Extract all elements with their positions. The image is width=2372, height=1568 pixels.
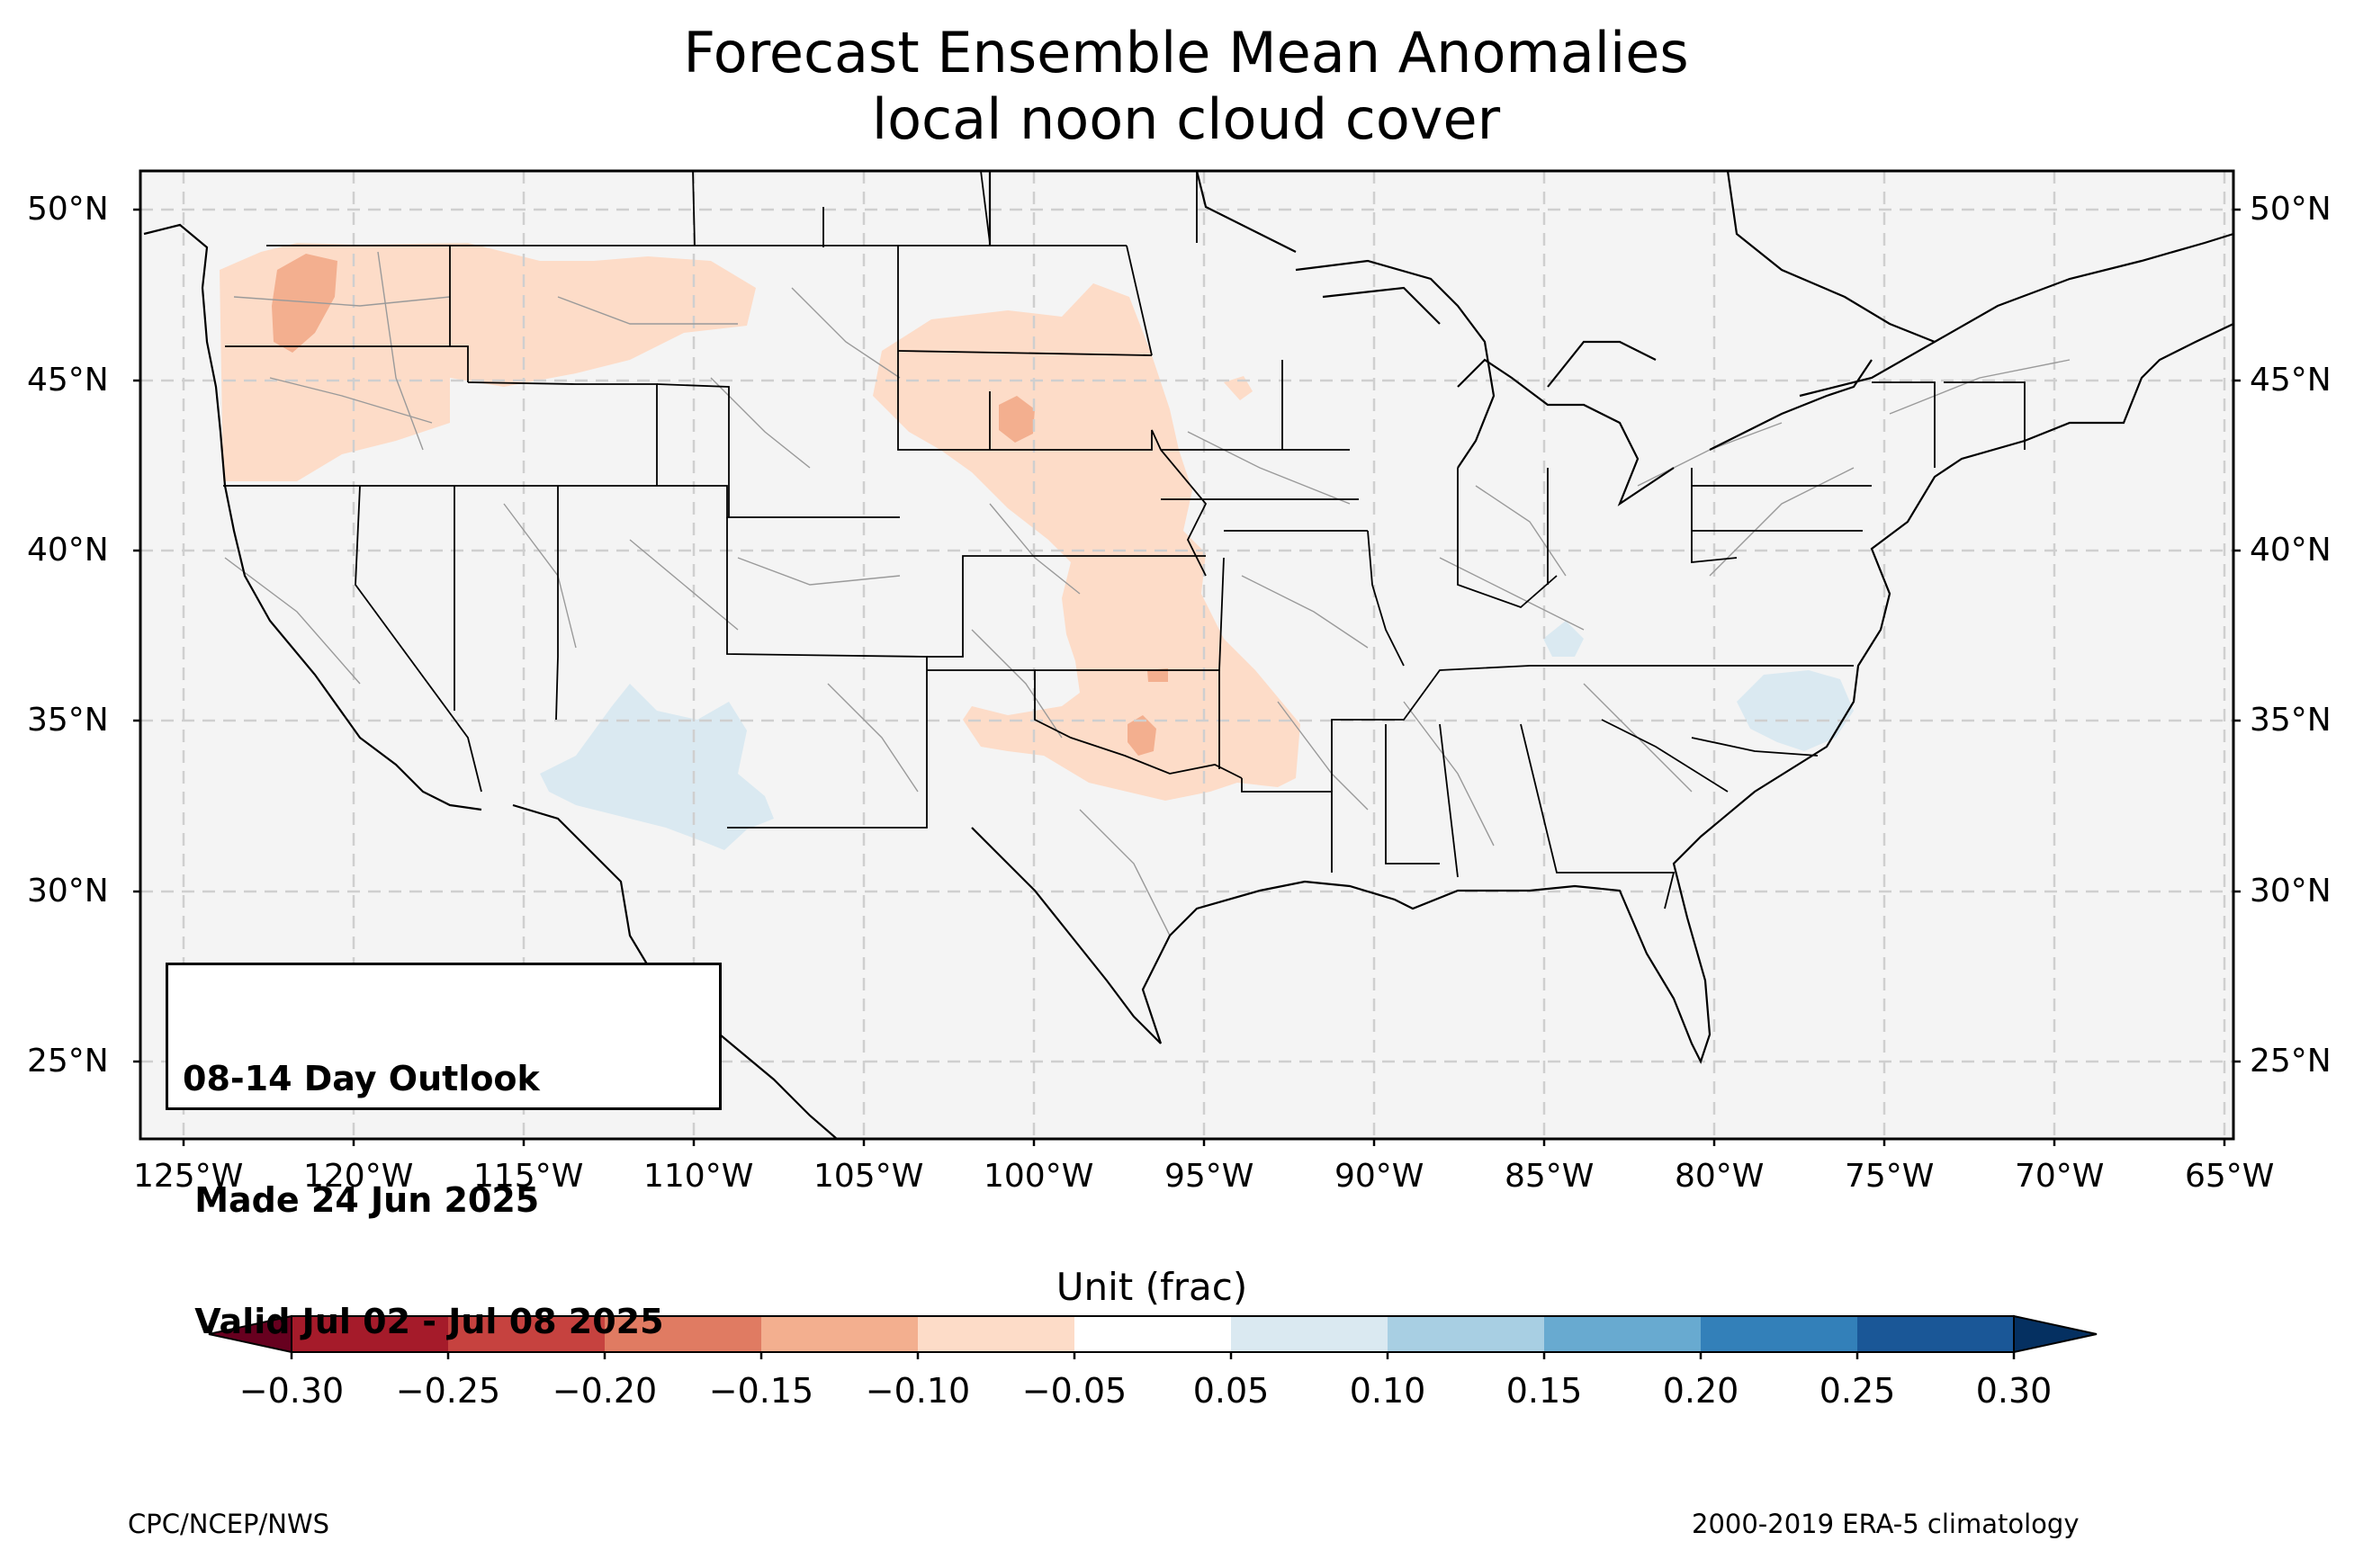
lat-label-45-right: 45°N <box>2250 362 2332 399</box>
colorbar-cell-7 <box>1388 1316 1545 1352</box>
colorbar-cell-6 <box>1231 1316 1388 1352</box>
lon-label-70: 70°W <box>2015 1158 2105 1195</box>
colorbar <box>208 1314 2098 1359</box>
colorbar-tick-label: 0.30 <box>1975 1371 2053 1411</box>
figure-subtitle: local noon cloud cover <box>871 86 1501 152</box>
anomaly-positive-iowa-spot <box>1224 376 1253 400</box>
anomaly-moderate-oklahoma-small <box>1147 668 1168 682</box>
division-boundaries <box>224 251 2071 936</box>
lat-label-35-left: 35°N <box>27 702 109 739</box>
lat-label-50-right: 50°N <box>2250 191 2332 228</box>
colorbar-tick-label: 0.10 <box>1349 1371 1426 1411</box>
coastlines <box>143 171 2233 1139</box>
colorbar-tick-label: −0.05 <box>1021 1371 1128 1411</box>
lon-label-90: 90°W <box>1334 1158 1424 1195</box>
colorbar-tick-label: 0.25 <box>1819 1371 1896 1411</box>
lon-label-115: 115°W <box>473 1158 584 1195</box>
colorbar-cell-10 <box>1857 1316 2015 1352</box>
colorbar-tick-label: −0.15 <box>708 1371 814 1411</box>
lat-label-25-left: 25°N <box>27 1043 109 1080</box>
lat-label-50-left: 50°N <box>27 191 109 228</box>
colorbar-cell-2 <box>605 1316 762 1352</box>
anomaly-negative-arizona <box>540 684 774 850</box>
map-frame <box>139 169 2235 1141</box>
colorbar-cell-0 <box>292 1316 449 1352</box>
colorbar-tick-label: 0.15 <box>1505 1371 1583 1411</box>
lat-label-40-left: 40°N <box>27 532 109 569</box>
anomaly-positive-central-plains <box>873 283 1300 801</box>
lon-label-95: 95°W <box>1164 1158 1254 1195</box>
colorbar-tick-label: −0.20 <box>552 1371 658 1411</box>
lat-label-25-right: 25°N <box>2250 1043 2332 1080</box>
outlook-made-date: Made 24 Jun 2025 <box>183 1180 540 1220</box>
colorbar-cell-5 <box>1074 1316 1232 1352</box>
lon-label-120: 120°W <box>303 1158 414 1195</box>
lat-label-30-right: 30°N <box>2250 873 2332 909</box>
figure-title: Forecast Ensemble Mean Anomalies <box>683 20 1689 85</box>
anomaly-negative-north-carolina <box>1737 670 1854 751</box>
lon-label-80: 80°W <box>1675 1158 1765 1195</box>
lon-label-85: 85°W <box>1505 1158 1595 1195</box>
lat-label-45-left: 45°N <box>27 362 109 399</box>
anomaly-moderate-pacific-northwest <box>272 254 337 353</box>
lat-label-35-right: 35°N <box>2250 702 2332 739</box>
colorbar-over-triangle <box>2013 1314 2098 1354</box>
lon-label-110: 110°W <box>643 1158 754 1195</box>
colorbar-tick-label: −0.30 <box>238 1371 345 1411</box>
lat-label-30-left: 30°N <box>27 873 109 909</box>
anomaly-negative-kentucky <box>1543 621 1584 657</box>
footer-source: CPC/NCEP/NWS <box>128 1509 330 1539</box>
colorbar-cell-1 <box>448 1316 606 1352</box>
outlook-info-box: 08-14 Day Outlook Made 24 Jun 2025 Valid… <box>166 963 722 1341</box>
colorbar-cell-3 <box>761 1316 919 1352</box>
footer-climatology: 2000-2019 ERA-5 climatology <box>1692 1509 2080 1539</box>
colorbar-cell-8 <box>1544 1316 1702 1352</box>
outlook-period: 08-14 Day Outlook <box>183 1059 540 1098</box>
colorbar-tick-label: −0.10 <box>865 1371 971 1411</box>
lat-label-40-right: 40°N <box>2250 532 2332 569</box>
outlook-valid-range: Valid Jul 02 - Jul 08 2025 <box>183 1302 664 1341</box>
colorbar-title: Unit (frac) <box>1056 1265 1248 1309</box>
colorbar-cell-4 <box>918 1316 1075 1352</box>
lon-label-100: 100°W <box>984 1158 1094 1195</box>
anomaly-moderate-oklahoma <box>1128 715 1156 756</box>
colorbar-tick-label: 0.05 <box>1192 1371 1270 1411</box>
lon-label-65: 65°W <box>2185 1158 2275 1195</box>
state-boundaries <box>223 171 2026 909</box>
colorbar-tick-label: −0.25 <box>395 1371 501 1411</box>
lon-label-105: 105°W <box>813 1158 924 1195</box>
colorbar-tick-label: 0.20 <box>1662 1371 1739 1411</box>
lon-label-75: 75°W <box>1845 1158 1935 1195</box>
colorbar-cell-9 <box>1701 1316 1858 1352</box>
gridlines <box>140 171 2233 1139</box>
colorbar-frame <box>291 1315 2015 1353</box>
anomaly-moderate-south-dakota <box>999 396 1035 443</box>
lon-label-125: 125°W <box>133 1158 244 1195</box>
